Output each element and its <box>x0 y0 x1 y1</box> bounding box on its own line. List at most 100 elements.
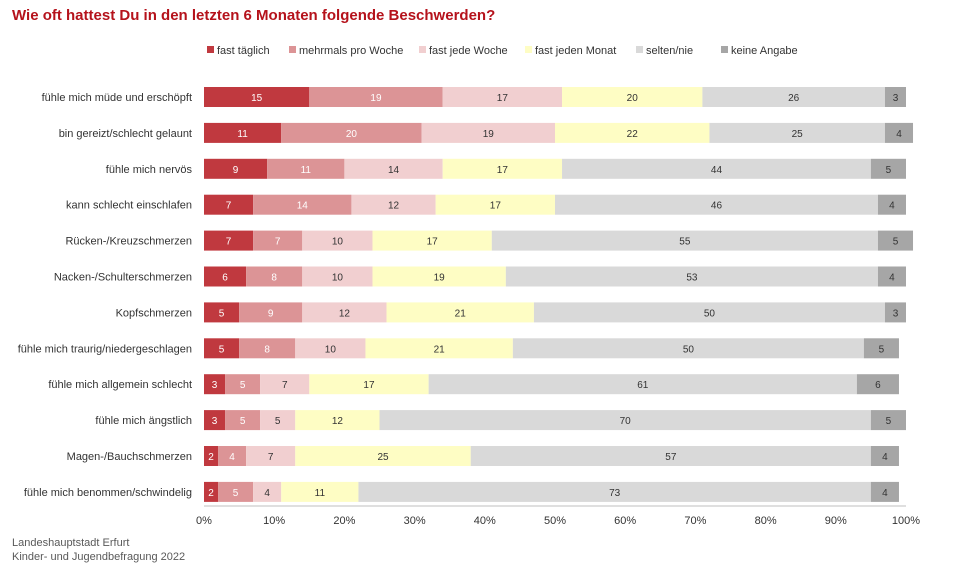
legend-swatch-fast-jede-woche <box>419 46 426 53</box>
value-label: 4 <box>882 452 888 463</box>
bar-segment-keine-angabe <box>863 338 899 359</box>
bar-segment-mehrmals-pro-woche <box>309 87 443 107</box>
legend-label-selten-nie: selten/nie <box>646 45 693 57</box>
value-label: 2 <box>208 452 214 463</box>
category-label: kann schlecht einschlafen <box>66 200 192 212</box>
value-label: 4 <box>229 452 235 463</box>
bar-segment-selten-nie <box>505 266 878 287</box>
value-label: 17 <box>363 380 375 391</box>
bar-segment-fast-taeglich <box>204 158 268 179</box>
bar-segment-keine-angabe <box>856 374 899 395</box>
bar-segment-fast-jede-woche <box>295 338 366 359</box>
value-label: 10 <box>332 273 344 284</box>
bar-segment-fast-taeglich <box>204 87 310 107</box>
bar-segment-fast-jede-woche <box>253 481 282 502</box>
bar-segment-mehrmals-pro-woche <box>246 266 303 287</box>
bar-segment-keine-angabe <box>884 87 906 107</box>
bar-segment-selten-nie <box>512 338 864 359</box>
value-label: 4 <box>896 129 902 140</box>
value-label: 5 <box>275 416 281 427</box>
value-label: 17 <box>490 201 502 212</box>
bar-segment-keine-angabe <box>884 302 906 323</box>
value-label: 14 <box>388 165 400 176</box>
value-label: 25 <box>792 129 804 140</box>
source-line-1: Landeshauptstadt Erfurt <box>12 537 130 549</box>
category-label: Kopfschmerzen <box>116 307 192 319</box>
bar-segment-selten-nie <box>491 230 878 251</box>
value-label: 20 <box>346 129 358 140</box>
bar-segment-fast-taeglich <box>204 230 254 251</box>
bar-segment-mehrmals-pro-woche <box>218 481 254 502</box>
value-label: 17 <box>497 93 509 104</box>
bar-segment-keine-angabe <box>870 481 899 502</box>
stacked-bar-chart: fast täglich mehrmals pro Woche fast jede … <box>18 45 921 527</box>
value-label: 5 <box>886 416 892 427</box>
bar-segment-fast-taeglich <box>204 194 254 215</box>
value-label: 5 <box>893 237 899 248</box>
bar-segment-fast-taeglich <box>204 410 226 431</box>
value-label: 55 <box>679 237 691 248</box>
value-label: 17 <box>427 237 439 248</box>
bar-segment-fast-taeglich <box>204 446 219 466</box>
x-tick-label: 70% <box>684 515 706 527</box>
x-axis: 0% 10% 20% 30% 40% 50% 60% 70% 80% 90% 100% <box>196 505 920 527</box>
legend-swatch-mehrmals-pro-woche <box>289 46 296 53</box>
bar-segment-fast-taeglich <box>204 302 240 323</box>
category-label: Rücken-/Kreuzschmerzen <box>65 236 192 248</box>
x-tick-label: 30% <box>404 515 426 527</box>
bar-segment-fast-jeden-monat <box>295 410 380 431</box>
value-label: 4 <box>264 488 270 499</box>
value-label: 25 <box>377 452 389 463</box>
legend-swatch-keine-angabe <box>721 46 728 53</box>
value-label: 5 <box>233 488 239 499</box>
value-label: 57 <box>665 452 677 463</box>
bar-segment-fast-taeglich <box>204 122 282 143</box>
x-tick-label: 10% <box>263 515 285 527</box>
category-label: Nacken-/Schulterschmerzen <box>54 272 192 284</box>
source-line-2: Kinder- und Jugendbefragung 2022 <box>12 551 186 563</box>
bar-segment-fast-jede-woche <box>246 446 296 466</box>
bar-segment-fast-jeden-monat <box>295 446 471 466</box>
value-label: 46 <box>711 201 723 212</box>
value-label: 5 <box>886 165 892 176</box>
bar-segment-fast-jede-woche <box>302 230 373 251</box>
bar-segment-fast-jeden-monat <box>372 266 506 287</box>
value-label: 12 <box>339 308 351 319</box>
value-label: 22 <box>627 129 639 140</box>
bar-segment-keine-angabe <box>877 230 914 251</box>
bar-segment-keine-angabe <box>877 266 906 287</box>
value-label: 9 <box>233 165 239 176</box>
bar-segment-fast-jeden-monat <box>386 302 534 323</box>
bar-segment-keine-angabe <box>870 410 906 431</box>
category-label: fühle mich müde und erschöpft <box>42 92 192 104</box>
value-label: 6 <box>222 273 228 284</box>
value-label: 20 <box>627 93 639 104</box>
bar-segment-fast-jeden-monat <box>281 481 359 502</box>
value-label: 5 <box>879 344 885 355</box>
x-tick-label: 80% <box>755 515 777 527</box>
value-label: 7 <box>226 201 232 212</box>
bar-segment-selten-nie <box>533 302 885 323</box>
bar-segment-mehrmals-pro-woche <box>218 446 247 466</box>
bar-segment-selten-nie <box>358 481 871 502</box>
bar-segment-fast-jeden-monat <box>555 122 710 143</box>
bar-segment-keine-angabe <box>877 194 906 215</box>
value-label: 50 <box>704 308 716 319</box>
bars: 15 19 17 20 26 311 20 19 22 25 49 11 14 17 44 57 14 12 17 4… <box>204 87 914 502</box>
bar-segment-mehrmals-pro-woche <box>281 122 422 143</box>
value-label: 14 <box>297 201 309 212</box>
legend-label-fast-jede-woche: fast jede Woche <box>429 45 508 57</box>
bar-segment-mehrmals-pro-woche <box>225 410 261 431</box>
bar-segment-mehrmals-pro-woche <box>239 302 303 323</box>
value-label: 11 <box>237 129 248 140</box>
value-label: 19 <box>370 93 382 104</box>
bar-segment-fast-jede-woche <box>302 266 373 287</box>
value-label: 50 <box>683 344 695 355</box>
value-label: 5 <box>240 416 246 427</box>
legend-swatch-fast-jeden-monat <box>525 46 532 53</box>
category-label: fühle mich allgemein schlecht <box>48 379 192 391</box>
bar-segment-selten-nie <box>379 410 871 431</box>
bar-segment-fast-jeden-monat <box>442 158 563 179</box>
category-label: Magen-/Bauchschmerzen <box>67 451 192 463</box>
source-note: Landeshauptstadt Erfurt Kinder- und Juge… <box>12 536 185 564</box>
